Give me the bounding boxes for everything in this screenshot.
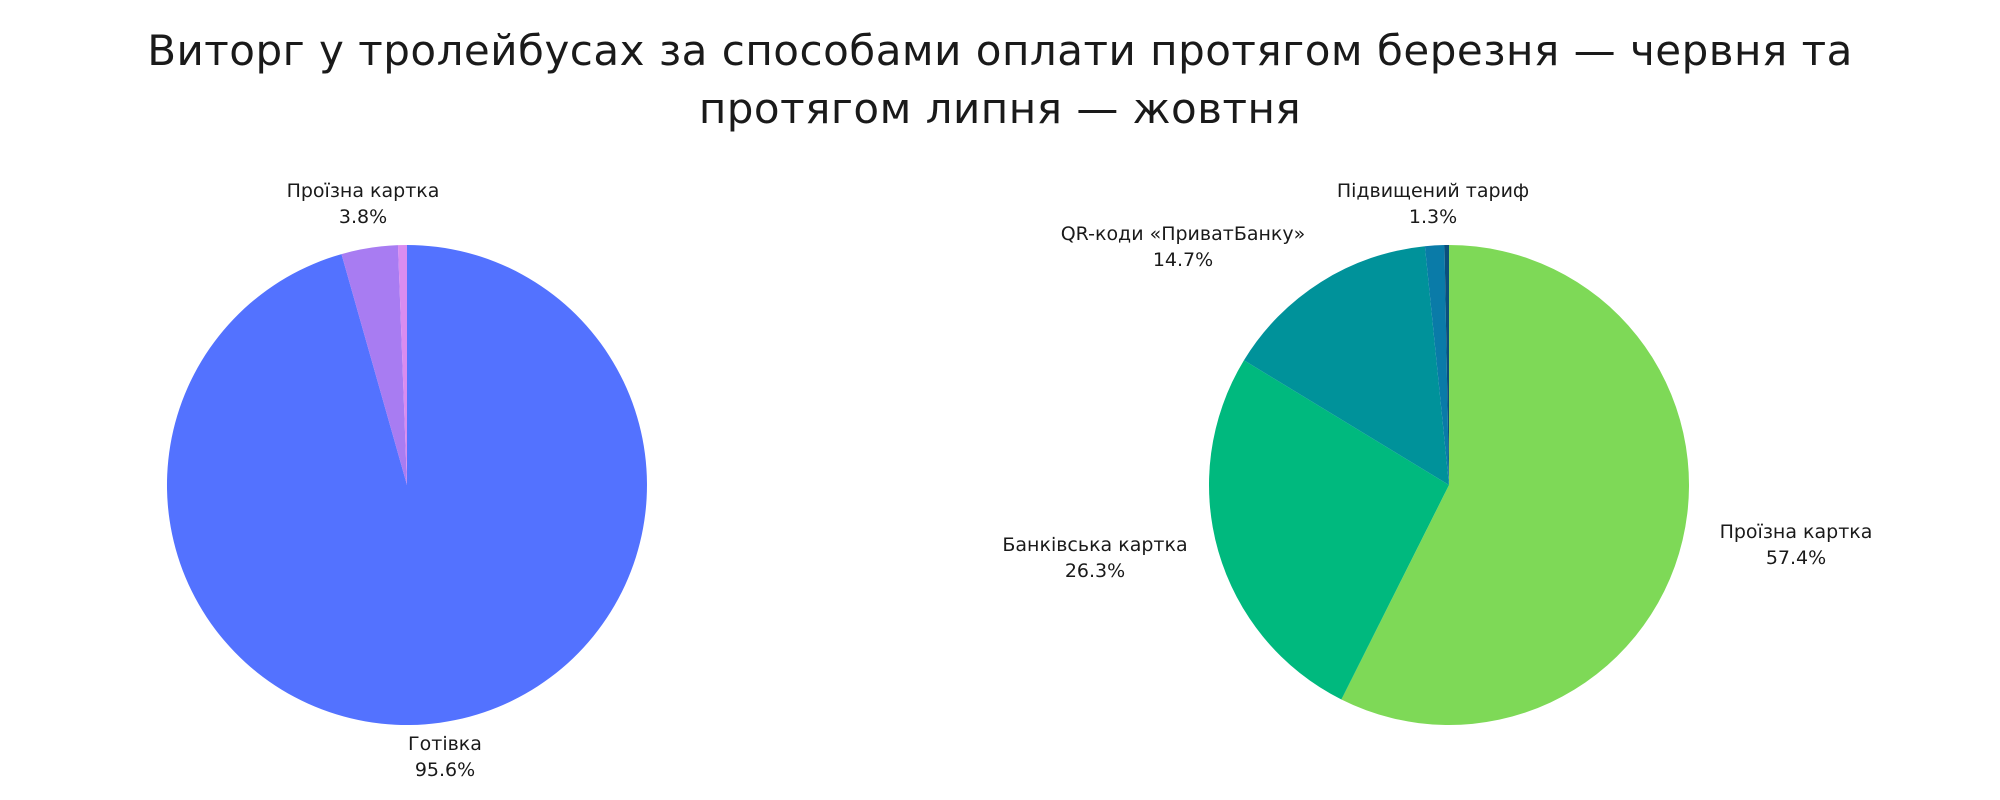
slice-label-0-1: Проїзна картка [287, 180, 440, 202]
slice-percent-1-1: 26.3% [1065, 560, 1125, 582]
slice-percent-0-1: 3.8% [339, 206, 387, 228]
slice-label-1-1: Банківська картка [1002, 534, 1187, 556]
chart-title-line-1: Виторг у тролейбусах за способами оплати… [147, 26, 1853, 75]
slice-label-0-0: Готівка [408, 733, 482, 755]
pie-chart-march-june: Готівка 95.6% Проїзна картка 3.8% [166, 180, 647, 781]
pie-slice-0-0-готівка [166, 245, 647, 725]
slice-label-1-0: Проїзна картка [1720, 521, 1873, 543]
pie-chart-july-october: Проїзна картка 57.4% Банківська картка 26.3… [1002, 180, 1872, 725]
pie-slice-0-1-проїзна-картка [341, 245, 407, 485]
slice-percent-1-3: 1.3% [1409, 206, 1457, 228]
slice-percent-1-0: 57.4% [1766, 547, 1826, 569]
slice-percent-1-2: 14.7% [1153, 249, 1213, 271]
pie-slice-0-2-unlabeled [397, 245, 407, 485]
pie-slice-1-3-підвищений-тариф [1424, 245, 1449, 485]
chart-title-line-2: протягом липня — жовтня [698, 84, 1302, 133]
slice-percent-0-0: 95.6% [415, 759, 475, 781]
pie-slice-1-2-qr-коди-приватбанку [1243, 246, 1449, 485]
slice-label-1-2: QR-коди «ПриватБанку» [1061, 223, 1306, 245]
chart-title: Виторг у тролейбусах за способами оплати… [0, 22, 2000, 138]
pie-slice-1-0-проїзна-картка [1341, 245, 1690, 725]
slice-label-1-3: Підвищений тариф [1337, 180, 1529, 202]
pie-slice-1-4-unlabeled [1444, 244, 1449, 485]
pie-slice-1-1-банківська-картка [1208, 360, 1449, 700]
